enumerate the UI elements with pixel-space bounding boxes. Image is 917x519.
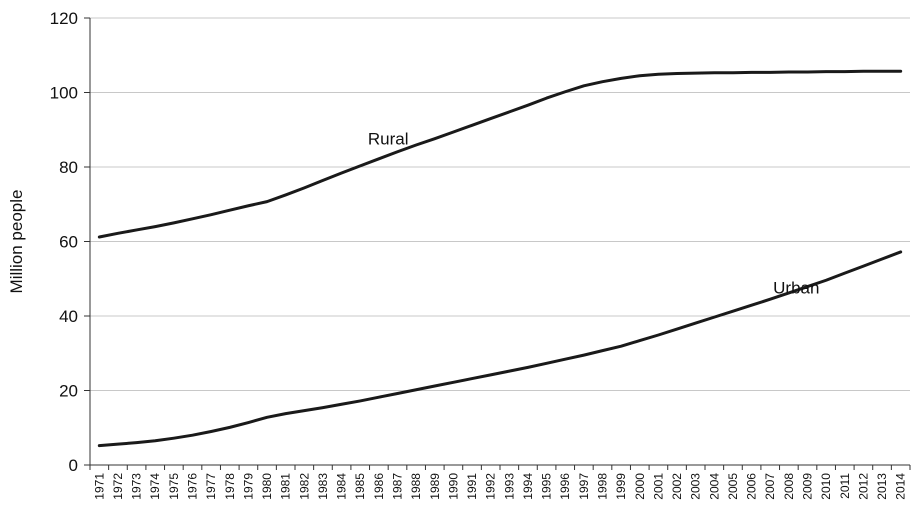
x-tick-label: 1995: [540, 473, 554, 500]
x-tick-label: 2007: [763, 473, 777, 500]
x-tick-label: 2000: [633, 473, 647, 500]
x-tick-label: 2001: [651, 473, 665, 500]
x-tick-label: 1979: [241, 473, 255, 500]
x-tick-label: 1972: [111, 473, 125, 500]
y-tick-labels: 0 20 40 60 80 100 120: [50, 9, 78, 475]
series-lines: [97, 69, 903, 448]
x-tick-label: 2008: [782, 473, 796, 500]
x-tick-label: 2006: [745, 473, 759, 500]
x-tick-label: 1978: [223, 473, 237, 500]
x-tick-label: 1983: [316, 473, 330, 500]
y-tick-label: 100: [50, 84, 78, 103]
series-label-urban: Urban: [773, 279, 819, 298]
x-tick-label: 2009: [801, 473, 815, 500]
axes: [84, 17, 911, 470]
x-tick-label: 2010: [819, 473, 833, 500]
x-tick-label: 1993: [502, 473, 516, 500]
x-tick-label: 1982: [297, 473, 311, 500]
x-tick-label: 1992: [484, 473, 498, 500]
y-tick-label: 80: [59, 158, 78, 177]
x-tick-label: 2005: [726, 473, 740, 500]
y-tick-label: 20: [59, 382, 78, 401]
x-tick-label: 1998: [596, 473, 610, 500]
x-tick-label: 1990: [446, 473, 460, 500]
x-tick-label: 1997: [577, 473, 591, 500]
x-tick-label: 1985: [353, 473, 367, 500]
series-annotations: Rural Urban: [368, 130, 820, 298]
x-tick-label: 1986: [372, 473, 386, 500]
x-tick-label: 2013: [875, 473, 889, 500]
x-tick-label: 1991: [465, 473, 479, 500]
y-axis-title: Million people: [7, 190, 26, 294]
x-tick-label: 2011: [838, 473, 852, 499]
x-tick-label: 1996: [558, 473, 572, 500]
series-line-urban: [97, 250, 903, 448]
x-tick-label: 1989: [428, 473, 442, 500]
gridlines: [90, 17, 910, 391]
x-tick-label: 1980: [260, 473, 274, 500]
y-tick-label: 120: [50, 9, 78, 28]
x-tick-label: 1999: [614, 473, 628, 500]
series-line-rural: [97, 69, 903, 239]
y-tick-label: 0: [69, 456, 78, 475]
x-tick-label: 1973: [130, 473, 144, 500]
x-tick-label: 2014: [894, 473, 908, 500]
x-tick-label: 1974: [148, 473, 162, 500]
y-tick-label: 60: [59, 233, 78, 252]
x-tick-label: 2012: [856, 473, 870, 500]
x-tick-label: 1975: [167, 473, 181, 500]
x-tick-label: 1988: [409, 473, 423, 500]
x-tick-labels: 1971 1972 1973 1974 1975 1976 1977 1978 1979 1980…: [92, 473, 907, 500]
x-tick-label: 1971: [92, 473, 106, 500]
series-label-rural: Rural: [368, 130, 409, 149]
x-tick-label: 1987: [391, 473, 405, 500]
x-tick-label: 1976: [186, 473, 200, 500]
x-tick-label: 2002: [670, 473, 684, 500]
x-tick-label: 1994: [521, 473, 535, 500]
x-tick-label: 1984: [335, 473, 349, 500]
x-tick-label: 1981: [279, 473, 293, 500]
y-tick-label: 40: [59, 307, 78, 326]
x-tick-label: 2004: [707, 473, 721, 500]
x-tick-label: 2003: [689, 473, 703, 500]
x-tick-label: 1977: [204, 473, 218, 500]
